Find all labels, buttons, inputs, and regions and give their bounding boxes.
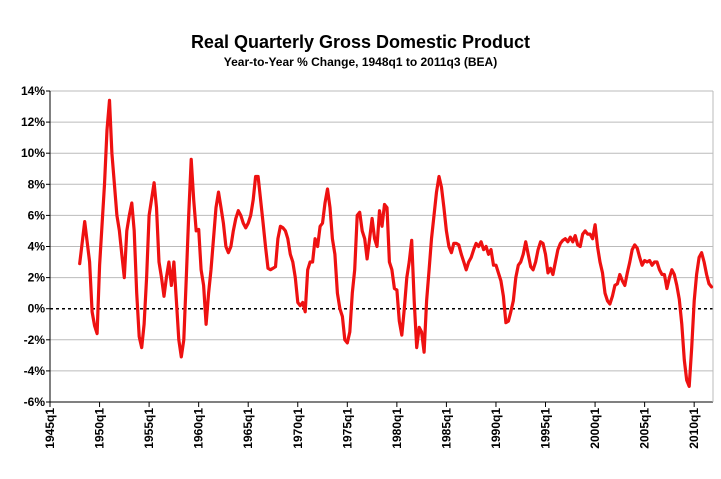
y-tick-label: 12% — [21, 115, 45, 129]
y-tick-label: 14% — [21, 84, 45, 98]
x-tick-label: 1955q1 — [142, 408, 156, 449]
x-tick-label: 1995q1 — [539, 408, 553, 449]
y-tick-label: 10% — [21, 146, 45, 160]
series-line — [78, 98, 714, 388]
x-tick-label: 1965q1 — [241, 408, 255, 449]
x-tick-label: 1985q1 — [439, 408, 453, 449]
x-tick-label: 1945q1 — [43, 408, 57, 449]
y-tick-label: 2% — [28, 271, 46, 285]
chart-subtitle: Year-to-Year % Change, 1948q1 to 2011q3 … — [223, 55, 498, 69]
axes — [46, 90, 714, 407]
x-tick-label: 1990q1 — [489, 408, 503, 449]
series-layer — [78, 98, 714, 388]
x-tick-label: 1980q1 — [390, 408, 404, 449]
y-tick-label: 8% — [28, 177, 46, 191]
x-tick-label: 1960q1 — [192, 408, 206, 449]
y-tick-label: 0% — [28, 302, 46, 316]
x-tick-label: 1950q1 — [93, 408, 107, 449]
y-tick-label: -6% — [24, 395, 46, 409]
x-tick-label: 2005q1 — [638, 408, 652, 449]
y-tick-label: -4% — [24, 364, 46, 378]
y-tick-label: -2% — [24, 333, 46, 347]
x-tick-label: 2000q1 — [588, 408, 602, 449]
x-tick-label: 2010q1 — [687, 408, 701, 449]
chart-title: Real Quarterly Gross Domestic Product — [190, 32, 531, 52]
x-tick-label: 1975q1 — [340, 408, 354, 449]
tick-labels: 14% 12% 10% 8% 6% 4% 2% 0% -2% -4% -6%1945q1 1950q1… — [21, 84, 701, 449]
x-tick-label: 1970q1 — [291, 408, 305, 449]
y-tick-label: 4% — [28, 240, 46, 254]
y-tick-label: 6% — [28, 208, 46, 222]
